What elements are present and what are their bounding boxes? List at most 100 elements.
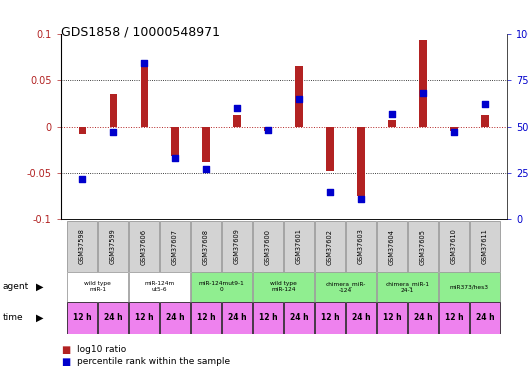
Text: 12 h: 12 h xyxy=(135,314,153,322)
Point xyxy=(109,129,118,135)
Bar xyxy=(109,94,117,127)
Text: ▶: ▶ xyxy=(36,313,43,323)
Bar xyxy=(296,66,303,127)
Text: GSM37609: GSM37609 xyxy=(234,229,240,264)
Text: chimera_miR-1
24-1: chimera_miR-1 24-1 xyxy=(385,281,429,292)
Bar xyxy=(191,221,221,272)
Bar xyxy=(202,127,210,162)
Text: 24 h: 24 h xyxy=(104,314,122,322)
Text: wild type
miR-1: wild type miR-1 xyxy=(84,282,111,292)
Point xyxy=(264,127,272,133)
Bar xyxy=(98,221,128,272)
Bar xyxy=(67,302,97,334)
Text: GDS1858 / 10000548971: GDS1858 / 10000548971 xyxy=(61,26,220,39)
Text: 12 h: 12 h xyxy=(320,314,340,322)
Point xyxy=(171,155,180,161)
Text: GSM37606: GSM37606 xyxy=(141,228,147,265)
Bar xyxy=(439,302,469,334)
Text: GSM37604: GSM37604 xyxy=(389,228,395,265)
Text: 12 h: 12 h xyxy=(197,314,215,322)
Bar xyxy=(408,302,438,334)
Bar xyxy=(140,66,148,127)
Bar xyxy=(79,127,86,134)
Text: ■: ■ xyxy=(61,345,70,354)
Text: GSM37610: GSM37610 xyxy=(451,229,457,264)
Text: GSM37598: GSM37598 xyxy=(79,229,85,264)
Point xyxy=(140,60,148,66)
Point xyxy=(233,105,241,111)
Bar xyxy=(326,127,334,171)
Text: 12 h: 12 h xyxy=(445,314,463,322)
Text: GSM37611: GSM37611 xyxy=(482,229,488,264)
Bar xyxy=(377,272,438,302)
Text: GSM37608: GSM37608 xyxy=(203,228,209,265)
Bar xyxy=(160,221,190,272)
Bar xyxy=(450,127,458,131)
Bar xyxy=(233,116,241,127)
Text: GSM37600: GSM37600 xyxy=(265,228,271,265)
Bar xyxy=(439,221,469,272)
Text: wild type
miR-124: wild type miR-124 xyxy=(270,282,297,292)
Bar xyxy=(315,302,345,334)
Text: 12 h: 12 h xyxy=(73,314,91,322)
Text: time: time xyxy=(3,314,23,322)
Bar xyxy=(129,302,159,334)
Bar xyxy=(222,302,252,334)
Text: 12 h: 12 h xyxy=(383,314,401,322)
Point xyxy=(326,189,335,195)
Text: 24 h: 24 h xyxy=(228,314,247,322)
Bar xyxy=(284,302,314,334)
Text: GSM37607: GSM37607 xyxy=(172,228,178,265)
Text: agent: agent xyxy=(3,282,29,291)
Bar xyxy=(377,302,407,334)
Point xyxy=(481,101,489,107)
Bar xyxy=(191,272,252,302)
Bar xyxy=(253,272,314,302)
Bar xyxy=(172,127,179,156)
Text: 24 h: 24 h xyxy=(166,314,184,322)
Bar xyxy=(346,221,376,272)
Text: miR-124mut9-1
0: miR-124mut9-1 0 xyxy=(199,282,244,292)
Text: 24 h: 24 h xyxy=(290,314,308,322)
Text: log10 ratio: log10 ratio xyxy=(77,345,126,354)
Text: 24 h: 24 h xyxy=(352,314,370,322)
Text: GSM37602: GSM37602 xyxy=(327,228,333,265)
Text: GSM37599: GSM37599 xyxy=(110,229,116,264)
Bar xyxy=(160,302,190,334)
Bar xyxy=(315,221,345,272)
Bar xyxy=(284,221,314,272)
Bar xyxy=(408,221,438,272)
Point xyxy=(388,111,397,117)
Bar xyxy=(439,272,500,302)
Point xyxy=(202,166,211,172)
Bar xyxy=(67,221,97,272)
Bar xyxy=(129,272,190,302)
Point xyxy=(295,96,304,102)
Bar xyxy=(357,127,365,196)
Text: miR-124m
ut5-6: miR-124m ut5-6 xyxy=(145,282,175,292)
Text: GSM37601: GSM37601 xyxy=(296,229,302,264)
Bar xyxy=(222,221,252,272)
Bar xyxy=(191,302,221,334)
Point xyxy=(357,196,365,202)
Text: chimera_miR-
-124: chimera_miR- -124 xyxy=(325,281,366,292)
Bar xyxy=(253,221,283,272)
Bar xyxy=(315,272,376,302)
Text: percentile rank within the sample: percentile rank within the sample xyxy=(77,357,230,366)
Point xyxy=(450,129,458,135)
Bar xyxy=(253,302,283,334)
Bar xyxy=(98,302,128,334)
Bar xyxy=(67,272,128,302)
Bar xyxy=(265,127,272,131)
Point xyxy=(78,176,87,181)
Bar xyxy=(470,221,500,272)
Bar xyxy=(419,40,427,127)
Bar xyxy=(129,221,159,272)
Text: GSM37605: GSM37605 xyxy=(420,228,426,265)
Text: GSM37603: GSM37603 xyxy=(358,229,364,264)
Text: ■: ■ xyxy=(61,357,70,366)
Text: 12 h: 12 h xyxy=(259,314,277,322)
Bar xyxy=(377,221,407,272)
Text: 24 h: 24 h xyxy=(476,314,494,322)
Text: ▶: ▶ xyxy=(36,282,43,291)
